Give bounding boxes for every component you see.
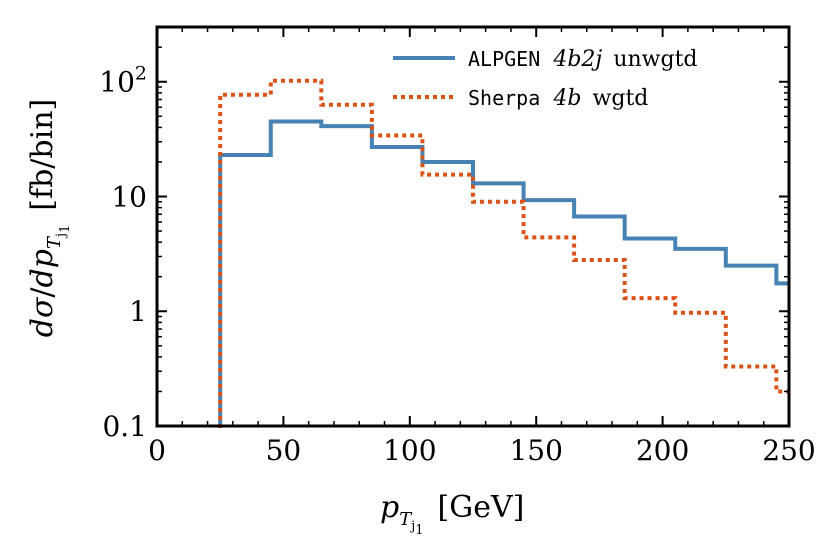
x-tick-label: 0 (148, 434, 166, 467)
y-axis: 0.1 1 10 102 (99, 46, 789, 443)
x-tick-label: 200 (636, 434, 689, 467)
x-tick-label: 100 (383, 434, 436, 467)
y-tick-label: 10 (111, 180, 147, 213)
plot-frame (155, 25, 791, 428)
legend-label-sherpa: Sherpa 4b wgtd (468, 86, 648, 111)
legend-label-alpgen: ALPGEN 4b2j unwgtd (468, 47, 698, 72)
legend-alpgen-suffix: unwgtd (613, 47, 697, 72)
legend-alpgen-name: ALPGEN (468, 47, 540, 71)
legend: ALPGEN 4b2j unwgtd Sherpa 4b wgtd (393, 47, 698, 111)
y-tick-label: 102 (99, 63, 147, 99)
legend-alpgen-process: 4b2j (552, 47, 602, 72)
legend-sherpa-process: 4b (552, 86, 581, 111)
svg-text:pTj1[GeV]: pTj1[GeV] (380, 490, 524, 538)
series-line-sherpa (218, 78, 789, 428)
y-tick-label: 1 (129, 295, 147, 328)
x-axis-label: pTj1[GeV] (380, 490, 524, 538)
legend-sherpa-suffix: wgtd (593, 86, 649, 111)
x-tick-label: 50 (266, 434, 302, 467)
y-axis-label: dσ/dpTj1[fb/bin] (25, 99, 73, 338)
x-axis: 0 50 100 150 200 250 (148, 27, 816, 467)
chart-plot-area (218, 78, 789, 428)
svg-text:dσ/dpTj1[fb/bin]: dσ/dpTj1[fb/bin] (25, 99, 73, 338)
legend-sherpa-name: Sherpa (468, 86, 540, 110)
y-tick-label: 0.1 (102, 410, 147, 443)
x-tick-label: 150 (509, 434, 562, 467)
x-tick-label: 250 (762, 434, 815, 467)
series-line-alpgen (218, 119, 789, 428)
